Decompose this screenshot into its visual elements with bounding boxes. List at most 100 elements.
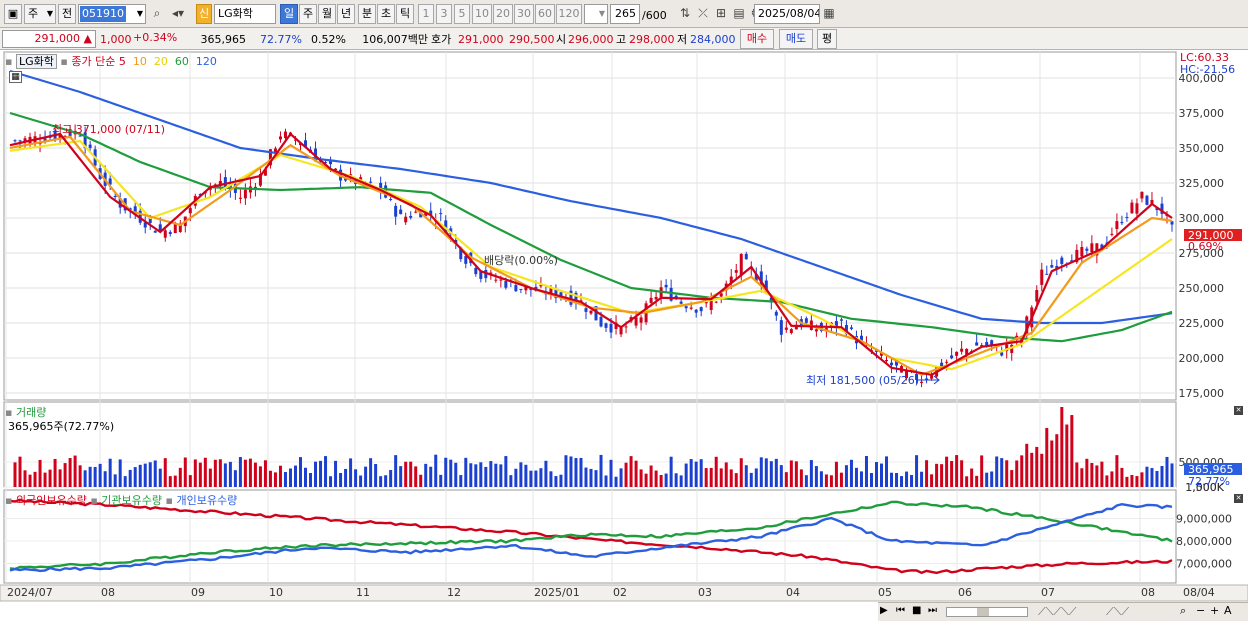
unit-day[interactable]: 일 [280, 4, 298, 24]
zoom-out-icon[interactable]: − [1196, 604, 1206, 617]
volume-bar [1035, 446, 1039, 487]
sound-icon[interactable]: ◂▾ [171, 6, 185, 20]
candle-body [614, 322, 618, 329]
volume-bar [644, 473, 648, 487]
scroll-slider[interactable] [946, 607, 1028, 617]
candle-body [1145, 195, 1149, 205]
volume-bar [950, 460, 954, 487]
custom-period-input[interactable]: ▼ [584, 4, 608, 24]
candle-body [379, 182, 383, 192]
draw-line-icon[interactable]: ⟋⟍⟋ [1106, 605, 1130, 618]
candle-body [489, 272, 493, 274]
candle-body [604, 323, 608, 328]
x-axis-bar [0, 584, 1248, 602]
candle-body [173, 223, 177, 234]
chart-canvas[interactable]: 400,000 375,000 350,000 325,000 300,000 275,0… [0, 50, 1248, 621]
candle-body [624, 326, 628, 328]
candle-body [774, 311, 778, 316]
num-5[interactable]: 5 [454, 4, 470, 24]
calendar-icon[interactable]: ▦ [823, 6, 835, 20]
volume-bar [714, 456, 718, 487]
unit-year[interactable]: 년 [337, 4, 355, 24]
volume-bar [699, 459, 703, 487]
current-price: 291,000 ▲ [2, 30, 96, 48]
unit-tick[interactable]: 틱 [396, 4, 414, 24]
zoom-icon[interactable]: ⌕ [1180, 604, 1187, 617]
volume-bar [784, 472, 788, 487]
scroll-first-icon[interactable]: ⏮ [896, 605, 905, 616]
candle-body [844, 324, 848, 335]
candle-body [304, 140, 308, 147]
candle-body [83, 132, 87, 149]
zoom-reset-icon[interactable]: A [1224, 604, 1232, 617]
legend-individual: 개인보유수량 [176, 494, 238, 507]
holdings-line-individual [9, 502, 1173, 573]
volume-bar [309, 473, 313, 487]
indicator-icon[interactable]: ⤫ [698, 6, 708, 20]
display-count-input[interactable]: 265 [610, 4, 640, 24]
candle-body [990, 340, 994, 346]
volume-bar [930, 474, 934, 487]
stock-code-input[interactable]: 051910 ▼ [78, 4, 146, 24]
volume-bar [1140, 472, 1144, 487]
period-select[interactable]: 주 ▼ [24, 4, 56, 24]
save-icon[interactable]: ▤ [733, 6, 745, 20]
table-view-icon[interactable]: ▦ [9, 71, 22, 83]
candle-body [499, 279, 503, 281]
volume-bar [233, 470, 237, 487]
volume-bar [299, 457, 302, 487]
legend-stock-name[interactable]: LG화학 [15, 54, 57, 69]
eval-button[interactable]: 평 [817, 29, 837, 49]
scroll-thumb[interactable] [977, 608, 989, 616]
unit-second[interactable]: 초 [377, 4, 395, 24]
volume-bar [920, 471, 924, 487]
volume-bar [444, 457, 448, 487]
window-menu-icon[interactable]: ▣ [4, 4, 22, 24]
volume-bar [248, 458, 252, 487]
candle-body [359, 177, 363, 180]
chart-type-icon[interactable]: ⇅ [679, 6, 691, 20]
close-panel-icon[interactable]: ✕ [1234, 494, 1243, 503]
candle-body [744, 253, 748, 260]
num-10[interactable]: 10 [472, 4, 492, 24]
crosshair-icon[interactable]: ⊞ [715, 6, 727, 20]
candle-body [885, 359, 889, 362]
candle-body [584, 308, 588, 312]
draw-tools-icon[interactable]: ⟋⟍⟋⟍⟋ [1038, 605, 1077, 618]
close-panel-icon[interactable]: ✕ [1234, 406, 1243, 415]
volume-bar [554, 476, 558, 487]
num-30[interactable]: 30 [514, 4, 534, 24]
holdings-line-institution [9, 500, 1173, 571]
num-3[interactable]: 3 [436, 4, 452, 24]
zoom-in-icon[interactable]: + [1210, 604, 1220, 617]
num-120[interactable]: 120 [556, 4, 582, 24]
volume-bar [238, 457, 242, 487]
scroll-right-icon[interactable]: ▶ [880, 605, 888, 616]
current-price-tag [1184, 229, 1242, 241]
num-60[interactable]: 60 [535, 4, 555, 24]
date-input[interactable]: 2025/08/04 [754, 4, 820, 24]
stock-name-field[interactable]: LG화학 [214, 4, 276, 24]
chart-area[interactable]: 400,000 375,000 350,000 325,000 300,000 275,0… [0, 50, 1248, 621]
search-icon[interactable]: ⌕ [153, 6, 161, 20]
buy-button[interactable]: 매수 [740, 29, 774, 49]
candle-body [43, 138, 47, 143]
prev-button[interactable]: 전 [58, 4, 76, 24]
num-1[interactable]: 1 [418, 4, 434, 24]
lc-value: LC:60.33 [1180, 51, 1230, 64]
scroll-last-icon[interactable]: ⏭ [928, 605, 937, 616]
unit-month[interactable]: 월 [318, 4, 336, 24]
price-tick-label: 400,000 [1179, 72, 1225, 85]
volume-bar [469, 463, 473, 487]
volume-bar [253, 462, 257, 487]
num-20[interactable]: 20 [493, 4, 513, 24]
volume-bar [965, 476, 969, 487]
x-axis-label: 08 [1141, 586, 1155, 599]
sell-button[interactable]: 매도 [779, 29, 813, 49]
candle-body [559, 292, 563, 297]
stop-icon[interactable]: ■ [912, 605, 922, 616]
trade-amount: 106,007백만 [362, 33, 428, 46]
unit-minute[interactable]: 분 [358, 4, 376, 24]
candle-body [639, 317, 643, 323]
unit-week[interactable]: 주 [299, 4, 317, 24]
